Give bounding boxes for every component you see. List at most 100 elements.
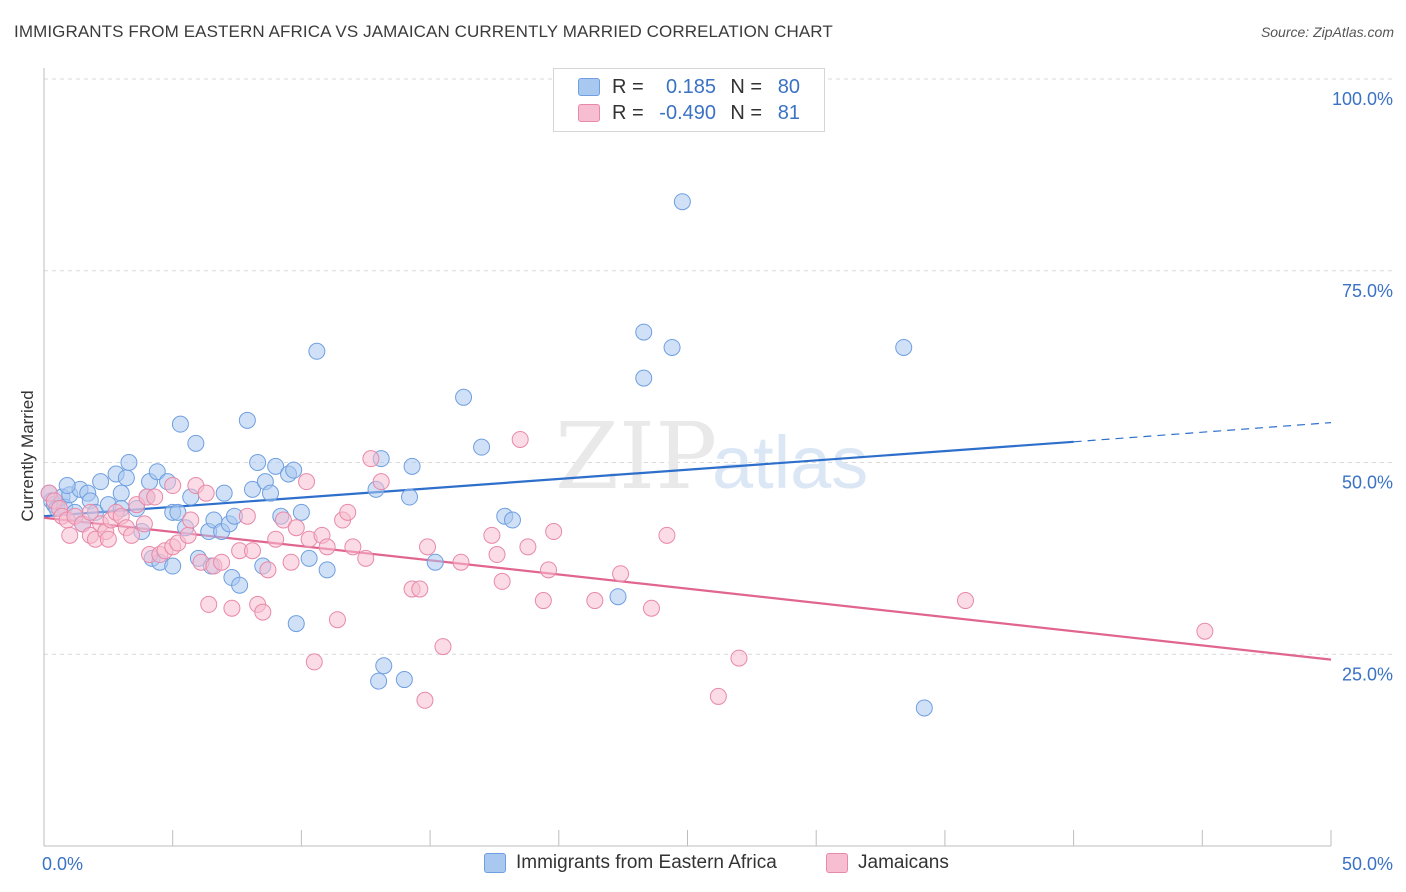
- trend-lines: [43, 422, 1332, 661]
- point-eastern-africa: [120, 454, 138, 471]
- point-eastern-africa: [148, 463, 166, 481]
- point-jamaicans: [372, 473, 390, 491]
- grid-lines: [44, 78, 1392, 655]
- point-eastern-africa: [609, 588, 627, 606]
- x-tick-label: 50.0%: [1342, 854, 1393, 874]
- legend-r-label: R =: [612, 101, 644, 124]
- point-jamaicans: [416, 691, 434, 709]
- point-eastern-africa: [164, 557, 182, 575]
- y-tick-label: 25.0%: [1342, 664, 1393, 684]
- point-eastern-africa: [262, 484, 280, 502]
- point-eastern-africa: [473, 438, 491, 456]
- point-jamaicans: [305, 653, 323, 671]
- legend-n-label: N =: [730, 75, 762, 98]
- legend-label: Jamaicans: [858, 852, 949, 873]
- point-jamaicans: [298, 473, 316, 491]
- bottom-legend-jamaicans[interactable]: Jamaicans: [826, 852, 949, 874]
- point-eastern-africa: [231, 576, 249, 594]
- point-jamaicans: [287, 519, 305, 537]
- point-jamaicans: [545, 523, 563, 541]
- point-eastern-africa: [169, 503, 187, 521]
- data-points: [40, 193, 1214, 717]
- point-eastern-africa: [92, 473, 110, 491]
- point-jamaicans: [493, 572, 511, 590]
- tick-labels: 25.0% 50.0% 75.0% 100.0% 0.0% 50.0%: [42, 89, 1393, 874]
- point-jamaicans: [243, 542, 261, 560]
- point-eastern-africa: [292, 503, 310, 521]
- legend-n-label: N =: [730, 101, 762, 124]
- y-tick-label: 75.0%: [1342, 281, 1393, 301]
- point-eastern-africa: [455, 388, 473, 406]
- point-eastern-africa: [243, 480, 261, 498]
- point-jamaicans: [339, 503, 357, 521]
- point-jamaicans: [483, 526, 501, 544]
- point-jamaicans: [81, 503, 99, 521]
- trend-line-extension: [1073, 422, 1332, 443]
- point-eastern-africa: [238, 411, 256, 429]
- point-jamaicans: [411, 580, 429, 598]
- point-jamaicans: [612, 565, 630, 583]
- bottom-legend-eastern-africa[interactable]: Immigrants from Eastern Africa: [484, 852, 777, 874]
- axes: [43, 68, 1332, 847]
- legend-label: Immigrants from Eastern Africa: [516, 852, 777, 873]
- point-eastern-africa: [215, 484, 233, 502]
- legend-n-value: 80: [777, 75, 800, 98]
- source-credit: Source: ZipAtlas.com: [1260, 24, 1394, 40]
- legend-n-value: 81: [777, 101, 800, 124]
- point-eastern-africa: [112, 484, 130, 502]
- y-tick-label: 50.0%: [1342, 473, 1393, 493]
- point-jamaicans: [259, 561, 277, 579]
- point-jamaicans: [197, 484, 215, 502]
- point-jamaicans: [642, 599, 660, 617]
- point-jamaicans: [328, 611, 346, 629]
- point-eastern-africa: [58, 477, 76, 495]
- point-jamaicans: [135, 515, 153, 533]
- point-eastern-africa: [267, 457, 285, 475]
- point-eastern-africa: [895, 338, 913, 356]
- point-jamaicans: [182, 511, 200, 529]
- point-jamaicans: [511, 430, 529, 448]
- point-jamaicans: [730, 649, 748, 667]
- point-jamaicans: [519, 538, 537, 556]
- point-eastern-africa: [287, 615, 305, 633]
- watermark: ZIP atlas: [555, 403, 868, 510]
- point-eastern-africa: [370, 672, 388, 690]
- point-eastern-africa: [635, 323, 653, 341]
- point-eastern-africa: [401, 488, 419, 506]
- point-jamaicans: [1196, 622, 1214, 640]
- point-eastern-africa: [915, 699, 933, 717]
- trend-line-jamaicans: [43, 516, 1332, 661]
- y-tick-label: 100.0%: [1332, 89, 1393, 109]
- point-jamaicans: [488, 546, 506, 564]
- legend-r-label: R =: [612, 75, 644, 98]
- point-jamaicans: [267, 530, 285, 548]
- point-eastern-africa: [308, 342, 326, 360]
- x-tick-label: 0.0%: [42, 854, 83, 874]
- point-eastern-africa: [300, 549, 318, 567]
- point-jamaicans: [540, 561, 558, 579]
- point-jamaicans: [434, 638, 452, 656]
- point-eastern-africa: [426, 553, 444, 571]
- point-eastern-africa: [673, 193, 691, 211]
- legend-swatch-blue: [484, 853, 506, 873]
- point-jamaicans: [223, 599, 241, 617]
- point-eastern-africa: [285, 461, 303, 479]
- legend-r-value: -0.490: [659, 101, 716, 124]
- legend-row-jamaicans: R = -0.490 N = 81: [578, 101, 800, 125]
- correlation-legend: R = 0.185 N = 80 R = -0.490 N = 81: [553, 68, 825, 132]
- point-jamaicans: [213, 553, 231, 571]
- legend-row-eastern-africa: R = 0.185 N = 80: [578, 75, 800, 99]
- point-jamaicans: [658, 526, 676, 544]
- point-eastern-africa: [395, 671, 413, 689]
- point-eastern-africa: [663, 338, 681, 356]
- point-jamaicans: [318, 538, 336, 556]
- point-jamaicans: [61, 526, 79, 544]
- legend-swatch-pink: [578, 104, 600, 122]
- y-axis-label: Currently Married: [18, 390, 37, 522]
- point-jamaicans: [238, 507, 256, 525]
- point-eastern-africa: [403, 457, 421, 475]
- point-eastern-africa: [503, 511, 521, 529]
- point-jamaicans: [99, 530, 117, 548]
- point-jamaicans: [362, 450, 380, 468]
